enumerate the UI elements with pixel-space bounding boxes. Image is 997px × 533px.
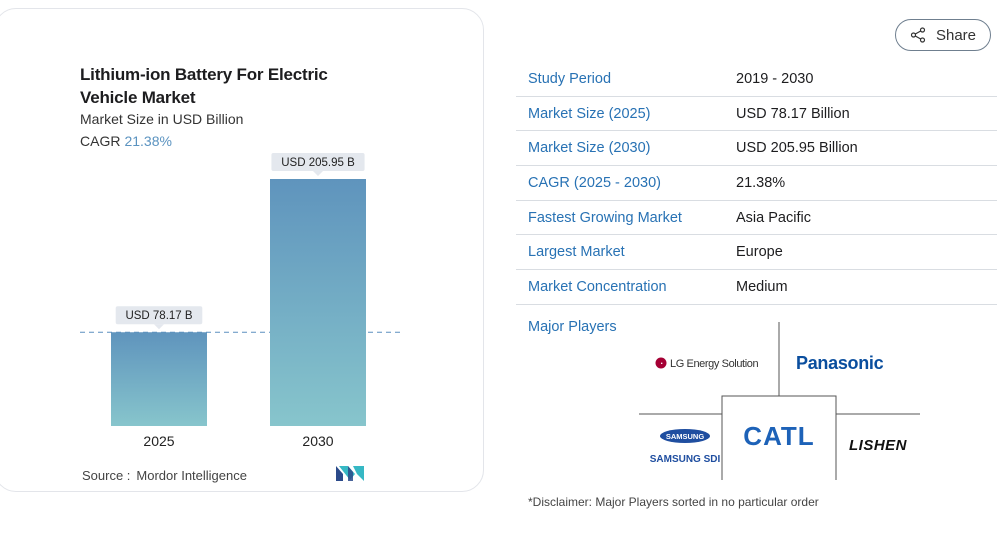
samsung-sdi-logo: SAMSUNG SAMSUNG SDI bbox=[650, 429, 721, 465]
info-row-market-size-2030: Market Size (2030) USD 205.95 Billion bbox=[516, 131, 997, 167]
info-key[interactable]: Market Size (2030) bbox=[528, 140, 651, 157]
source-line: Source : Mordor Intelligence bbox=[82, 468, 247, 483]
major-players-grid: · LG Energy Solution Panasonic SAMSUNG S… bbox=[639, 322, 920, 480]
info-row-study-period: Study Period 2019 - 2030 bbox=[516, 62, 997, 97]
chart-cagr: CAGR 21.38% bbox=[80, 133, 172, 149]
info-row-largest-market: Largest Market Europe bbox=[516, 235, 997, 271]
tick-label-2025: 2025 bbox=[143, 433, 174, 449]
market-info-table: Study Period 2019 - 2030 Market Size (20… bbox=[516, 62, 997, 305]
info-value: USD 78.17 Billion bbox=[736, 105, 850, 122]
info-value: 21.38% bbox=[736, 174, 786, 191]
info-key[interactable]: Fastest Growing Market bbox=[528, 209, 682, 226]
lishen-logo: LISHEN bbox=[849, 437, 908, 454]
panasonic-logo: Panasonic bbox=[796, 353, 884, 373]
info-row-market-size-2025: Market Size (2025) USD 78.17 Billion bbox=[516, 97, 997, 132]
data-label-2025: USD 78.17 B bbox=[125, 310, 192, 322]
tick-label-2030: 2030 bbox=[302, 433, 333, 449]
info-key[interactable]: Market Size (2025) bbox=[528, 105, 651, 122]
lg-energy-solution-logo: · LG Energy Solution bbox=[655, 357, 759, 370]
lg-logo-text: LG Energy Solution bbox=[670, 358, 758, 370]
cagr-label: CAGR bbox=[80, 133, 121, 149]
chart-subtitle: Market Size in USD Billion bbox=[80, 111, 244, 127]
bar-2030 bbox=[270, 179, 366, 426]
info-row-market-concentration: Market Concentration Medium bbox=[516, 270, 997, 305]
data-label-pointer bbox=[154, 324, 164, 330]
info-row-fastest-growing: Fastest Growing Market Asia Pacific bbox=[516, 201, 997, 236]
catl-logo: CATL bbox=[743, 421, 814, 451]
mordor-intelligence-logo bbox=[336, 466, 364, 481]
disclaimer: *Disclaimer: Major Players sorted in no … bbox=[528, 495, 819, 509]
bar-2025 bbox=[111, 332, 207, 426]
info-key[interactable]: Largest Market bbox=[528, 244, 625, 261]
data-label-pointer bbox=[313, 171, 323, 176]
info-value: 2019 - 2030 bbox=[736, 70, 814, 87]
svg-text:·: · bbox=[660, 360, 663, 368]
data-label-box bbox=[271, 153, 365, 171]
major-players-label: Major Players bbox=[528, 319, 617, 335]
source-label: Source : bbox=[82, 468, 131, 483]
source-value: Mordor Intelligence bbox=[136, 468, 247, 483]
samsung-logo-text: SAMSUNG bbox=[666, 432, 705, 441]
info-value: Asia Pacific bbox=[736, 209, 811, 226]
info-key[interactable]: Study Period bbox=[528, 70, 612, 87]
chart-title: Lithium-ion Battery For Electric Vehicle… bbox=[80, 65, 328, 107]
info-value: USD 205.95 Billion bbox=[736, 140, 858, 157]
info-row-cagr: CAGR (2025 - 2030) 21.38% bbox=[516, 166, 997, 201]
info-value: Medium bbox=[736, 278, 788, 295]
share-icon bbox=[910, 27, 926, 43]
share-label: Share bbox=[935, 26, 977, 44]
chart-card bbox=[0, 8, 484, 492]
data-label-2030: USD 205.95 B bbox=[281, 157, 355, 169]
info-key[interactable]: Market Concentration bbox=[528, 278, 667, 295]
share-button[interactable]: Share bbox=[895, 19, 991, 51]
info-value: Europe bbox=[736, 244, 783, 261]
cagr-value: 21.38% bbox=[124, 133, 172, 149]
bar-chart: USD 78.17 B 2025 USD 205.95 B 2030 bbox=[80, 153, 400, 449]
info-key[interactable]: CAGR (2025 - 2030) bbox=[528, 174, 661, 191]
samsung-sdi-logo-text: SAMSUNG SDI bbox=[650, 454, 721, 465]
data-label-box bbox=[115, 306, 203, 325]
